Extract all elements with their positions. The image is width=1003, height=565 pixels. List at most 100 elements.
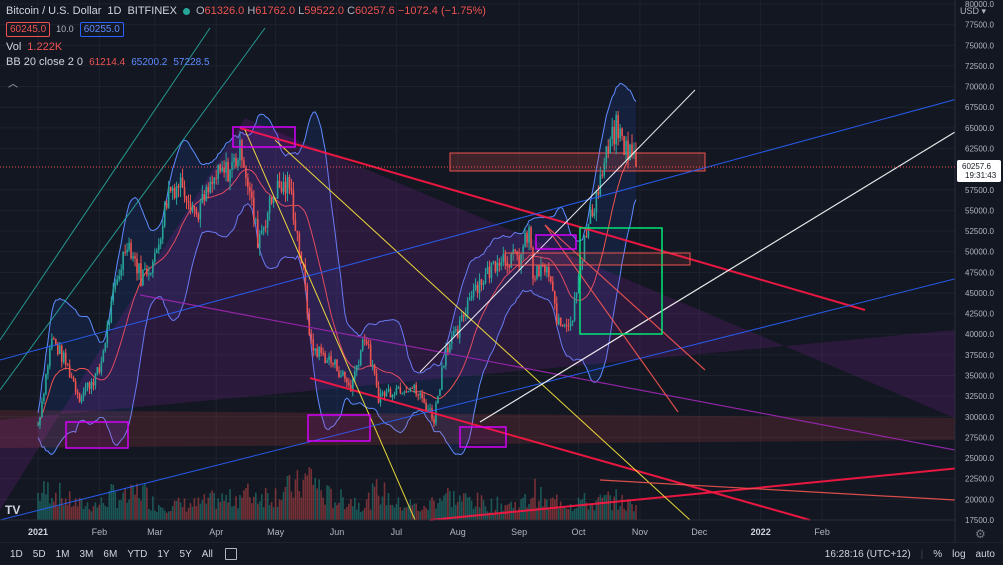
white-channel-line-2 bbox=[479, 131, 956, 423]
candle-body bbox=[429, 408, 431, 410]
volume-bar bbox=[367, 492, 370, 520]
candle-body bbox=[492, 261, 495, 263]
volume-bar bbox=[603, 495, 606, 520]
calendar-icon[interactable] bbox=[224, 548, 237, 560]
candle-body bbox=[108, 322, 111, 325]
buy-button[interactable]: 60255.0 bbox=[79, 22, 124, 37]
candle-body bbox=[381, 392, 384, 394]
candle-body bbox=[92, 382, 95, 386]
volume-bar bbox=[68, 491, 71, 520]
range-1m[interactable]: 1M bbox=[55, 548, 70, 560]
candle-body bbox=[603, 162, 606, 176]
bollinger-band-fill bbox=[38, 83, 636, 455]
percent-toggle[interactable]: % bbox=[933, 548, 943, 560]
price-axis[interactable] bbox=[955, 0, 1003, 543]
candle-body bbox=[518, 255, 520, 268]
interval-label[interactable]: 1D bbox=[107, 5, 122, 17]
volume-bar bbox=[112, 484, 115, 520]
volume-bar bbox=[363, 507, 366, 520]
range-all[interactable]: All bbox=[201, 548, 213, 560]
volume-bar bbox=[148, 508, 150, 520]
volume-bar bbox=[197, 497, 200, 520]
candle-body bbox=[550, 276, 552, 282]
range-5y[interactable]: 5Y bbox=[179, 548, 192, 560]
candle-body bbox=[179, 177, 182, 188]
candle-body bbox=[88, 382, 91, 389]
volume-bar bbox=[522, 497, 524, 520]
candle-body bbox=[361, 339, 364, 351]
log-toggle[interactable]: log bbox=[952, 548, 966, 560]
clock[interactable]: 16:28:16 (UTC+12) bbox=[824, 548, 911, 560]
candle-body bbox=[407, 391, 410, 393]
candle-body bbox=[243, 160, 245, 168]
volume-bar bbox=[561, 508, 564, 520]
volume-bar bbox=[142, 485, 144, 520]
price-chart[interactable]: 80000.0 77500.0 75000.0 72500.0 70000.0 67500… bbox=[0, 0, 1003, 543]
volume-bar bbox=[369, 509, 372, 520]
last-price-label: 60257.6 bbox=[962, 162, 991, 171]
candle-body bbox=[557, 317, 560, 325]
price-tick-label: 22500.0 bbox=[965, 475, 994, 484]
candle-body bbox=[528, 227, 530, 243]
volume-bar bbox=[171, 506, 174, 520]
candle-body bbox=[74, 381, 77, 392]
bollinger-legend[interactable]: BB 20 close 2 0 61214.4 65200.2 57228.5 bbox=[6, 56, 210, 68]
volume-bar bbox=[373, 486, 376, 520]
sell-button[interactable]: 60245.0 bbox=[6, 22, 51, 37]
candle-body bbox=[585, 236, 588, 238]
candle-body bbox=[419, 393, 421, 396]
candle-body bbox=[187, 200, 190, 204]
volume-bar bbox=[201, 499, 204, 520]
candle-body bbox=[623, 135, 625, 155]
volume-bar bbox=[476, 492, 479, 520]
volume-bar bbox=[156, 511, 158, 520]
volume-bar bbox=[557, 507, 560, 520]
volume-bar bbox=[407, 506, 410, 520]
candle-body bbox=[241, 140, 243, 161]
volume-bar bbox=[284, 486, 287, 520]
time-axis-label: May bbox=[267, 527, 285, 537]
candle-body bbox=[611, 126, 613, 140]
volume-legend[interactable]: Vol 1.222K bbox=[6, 41, 63, 53]
volume-bar bbox=[132, 485, 134, 520]
candle-body bbox=[253, 197, 255, 221]
candle-body bbox=[199, 203, 202, 220]
price-tick-label: 47500.0 bbox=[965, 268, 994, 277]
range-3m[interactable]: 3M bbox=[79, 548, 94, 560]
volume-bar bbox=[57, 506, 59, 520]
range-6m[interactable]: 6M bbox=[103, 548, 118, 560]
gear-icon[interactable]: ⚙ bbox=[975, 527, 986, 541]
candle-body bbox=[118, 275, 120, 280]
candle-body bbox=[161, 225, 164, 240]
volume-bar bbox=[336, 505, 338, 520]
candle-body bbox=[49, 348, 51, 367]
candle-body bbox=[98, 367, 101, 373]
chevron-up-icon[interactable]: ︿ bbox=[8, 79, 18, 90]
candle-body bbox=[152, 261, 154, 274]
candle-body bbox=[255, 219, 257, 221]
candle-body bbox=[460, 314, 463, 321]
candle-body bbox=[391, 394, 394, 398]
volume-bar bbox=[379, 504, 382, 520]
symbol-name[interactable]: Bitcoin / U.S. Dollar bbox=[6, 5, 102, 17]
range-1y[interactable]: 1Y bbox=[157, 548, 170, 560]
price-tick-label: 30000.0 bbox=[965, 413, 994, 422]
volume-bar bbox=[262, 507, 265, 520]
volume-bar bbox=[573, 508, 576, 520]
range-ytd[interactable]: YTD bbox=[127, 548, 148, 560]
auto-toggle[interactable]: auto bbox=[975, 548, 995, 560]
candle-body bbox=[496, 262, 499, 272]
candle-body bbox=[318, 347, 320, 357]
volume-bar bbox=[502, 510, 505, 520]
volume-bar bbox=[150, 510, 152, 520]
volume-bar bbox=[272, 507, 275, 520]
range-1d[interactable]: 1D bbox=[10, 548, 23, 560]
time-axis-label: Nov bbox=[632, 527, 649, 537]
blue-channel-line-2 bbox=[0, 269, 991, 521]
volume-bar bbox=[340, 489, 342, 520]
range-5d[interactable]: 5D bbox=[32, 548, 46, 560]
candle-body bbox=[573, 297, 576, 321]
currency-selector[interactable]: USD ▾ bbox=[960, 6, 987, 16]
volume-bar bbox=[615, 489, 617, 520]
volume-bar bbox=[58, 482, 61, 520]
